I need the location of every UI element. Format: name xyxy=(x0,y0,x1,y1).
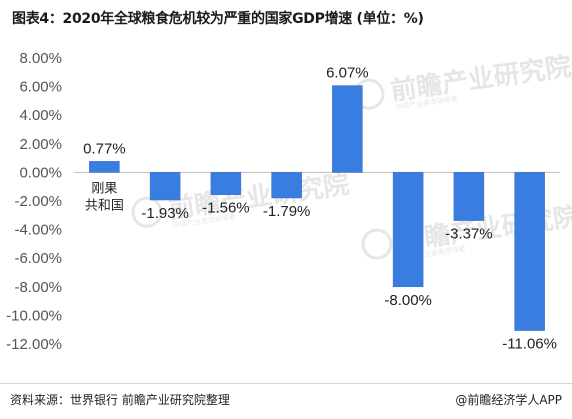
category-label: 共和国 xyxy=(85,198,124,213)
source-note: 资料来源：世界银行 前瞻产业研究院整理 xyxy=(10,393,230,407)
watermark-text: 前瞻产业研究院 xyxy=(389,51,572,107)
data-label: -3.37% xyxy=(445,226,493,243)
y-tick-label: -12.00% xyxy=(6,336,62,353)
y-tick-label: -4.00% xyxy=(14,222,62,239)
bar xyxy=(332,85,363,173)
bar xyxy=(89,161,120,173)
data-label: -8.00% xyxy=(384,292,432,309)
bar xyxy=(271,172,302,199)
y-tick-label: -10.00% xyxy=(6,307,62,324)
y-tick-label: -2.00% xyxy=(14,193,62,210)
bars xyxy=(89,85,545,331)
data-label: -11.06% xyxy=(502,336,557,353)
y-tick-label: -8.00% xyxy=(14,279,62,296)
data-label: -1.56% xyxy=(202,200,250,217)
y-tick-label: 6.00% xyxy=(19,79,62,96)
bar xyxy=(210,172,242,195)
data-label: 0.77% xyxy=(83,140,126,157)
bar xyxy=(392,172,424,288)
y-tick-label: 2.00% xyxy=(19,136,62,153)
footer-divider xyxy=(0,383,572,384)
y-tick-label: 0.00% xyxy=(19,164,62,181)
watermark-logo-icon xyxy=(131,196,163,228)
y-tick-label: 8.00% xyxy=(19,50,62,67)
bar xyxy=(149,172,181,201)
brand-credit: @前瞻经济学人APP xyxy=(455,393,562,407)
y-tick-label: 4.00% xyxy=(19,107,62,124)
watermark-logo-icon xyxy=(361,228,393,260)
data-label: -1.93% xyxy=(141,205,189,222)
chart-title: 图表4：2020年全球粮食危机较为严重的国家GDP增速 (单位：%) xyxy=(12,11,424,27)
data-label: 6.07% xyxy=(326,65,369,82)
bar xyxy=(514,172,545,331)
bar xyxy=(453,172,485,221)
category-label: 刚果 xyxy=(91,181,117,196)
watermark-text: 前瞻产业研究院 xyxy=(167,169,352,225)
y-tick-label: -6.00% xyxy=(14,250,62,267)
data-label: -1.79% xyxy=(263,203,311,220)
